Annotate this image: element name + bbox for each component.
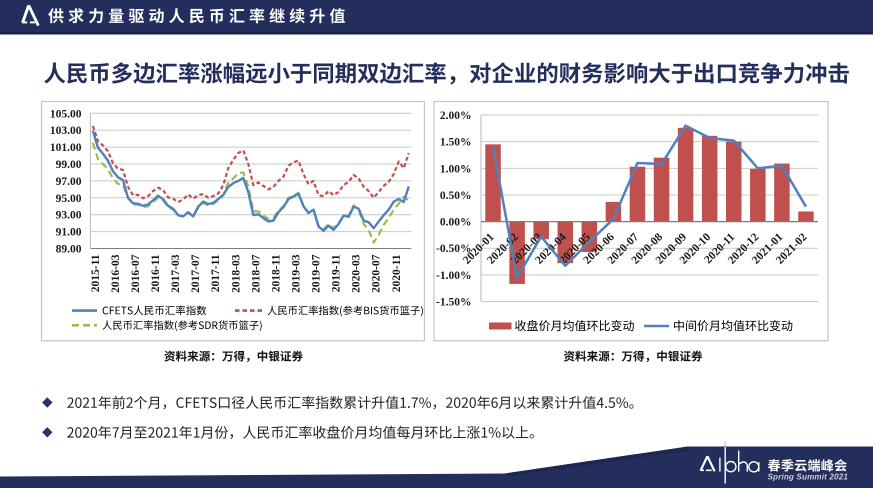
svg-text:2019-07: 2019-07: [311, 254, 323, 293]
svg-text:2017-07: 2017-07: [190, 254, 202, 293]
svg-text:93.00: 93.00: [56, 210, 82, 222]
svg-text:2015-11: 2015-11: [90, 254, 102, 292]
svg-text:2016-03: 2016-03: [110, 254, 122, 293]
svg-text:2016-07: 2016-07: [130, 254, 142, 293]
svg-text:-0.50%: -0.50%: [436, 243, 471, 255]
svg-text:0.00%: 0.00%: [440, 217, 472, 229]
svg-text:-1.50%: -1.50%: [436, 297, 471, 309]
svg-text:2017-11: 2017-11: [210, 254, 222, 292]
svg-text:2.00%: 2.00%: [440, 110, 472, 122]
svg-text:89.00: 89.00: [56, 244, 82, 256]
svg-text:1.00%: 1.00%: [440, 163, 472, 175]
svg-text:2020-03: 2020-03: [351, 254, 363, 293]
svg-text:2016-11: 2016-11: [150, 254, 162, 292]
svg-text:2019-11: 2019-11: [331, 254, 343, 292]
svg-text:0.50%: 0.50%: [440, 190, 472, 202]
svg-text:-1.00%: -1.00%: [436, 270, 471, 282]
svg-text:2018-11: 2018-11: [270, 254, 282, 292]
svg-text:97.00: 97.00: [56, 176, 82, 188]
svg-text:105.00: 105.00: [50, 108, 82, 120]
svg-text:2018-07: 2018-07: [250, 254, 262, 293]
svg-text:103.00: 103.00: [50, 125, 82, 137]
svg-text:99.00: 99.00: [56, 159, 82, 171]
svg-text:2020-07: 2020-07: [371, 254, 383, 293]
svg-text:95.00: 95.00: [56, 193, 82, 205]
svg-text:101.00: 101.00: [50, 142, 82, 154]
svg-text:2018-03: 2018-03: [230, 254, 242, 293]
svg-text:Spring Summit 2021: Spring Summit 2021: [768, 472, 849, 481]
svg-text:1.50%: 1.50%: [440, 137, 472, 149]
svg-text:2017-03: 2017-03: [170, 254, 182, 293]
svg-text:2019-03: 2019-03: [290, 254, 302, 293]
svg-text:91.00: 91.00: [56, 227, 82, 239]
svg-text:2020-11: 2020-11: [391, 254, 403, 292]
